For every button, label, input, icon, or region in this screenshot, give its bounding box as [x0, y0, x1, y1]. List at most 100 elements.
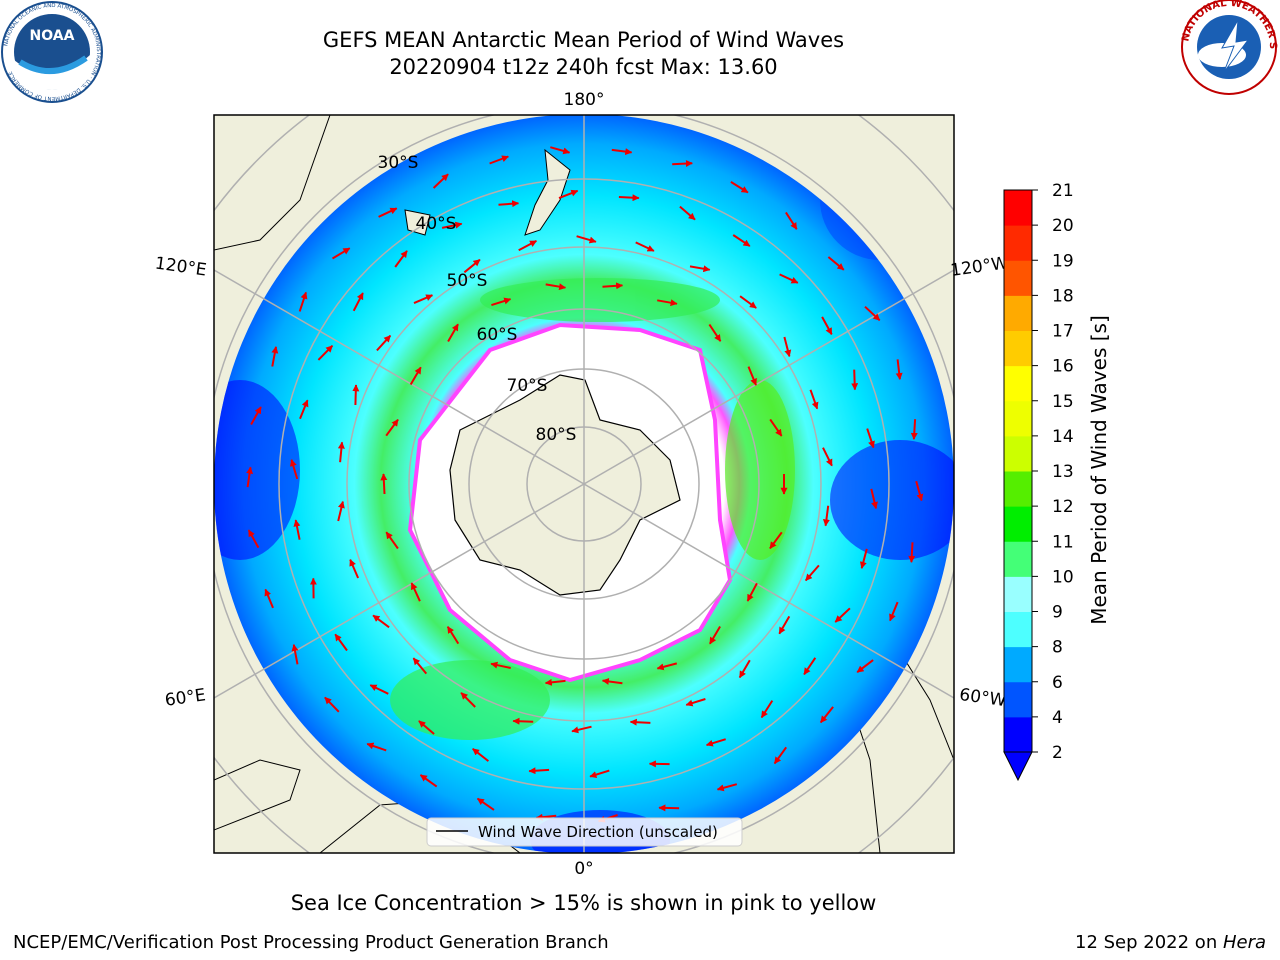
wind-wave-arrow	[410, 582, 421, 602]
wind-wave-arrow	[819, 706, 834, 724]
colorbar-segment	[1004, 330, 1032, 367]
wind-wave-arrow	[246, 466, 254, 488]
colorbar-label: Mean Period of Wind Waves [s]	[1087, 315, 1111, 625]
colorbar: 2 4 6 8 9 10 11 12 13 14 15 16 17 18 19 20 21	[1003, 181, 1074, 782]
wind-wave-arrow	[352, 292, 364, 312]
wind-wave-arrow	[851, 369, 859, 391]
wind-wave-arrow	[760, 700, 774, 719]
wind-wave-arrow	[915, 480, 924, 502]
wind-wave-arrow	[550, 146, 571, 155]
colorbar-segment	[1004, 541, 1032, 577]
lat-label-60s: 60°S	[477, 325, 518, 345]
wind-wave-arrow	[827, 256, 845, 271]
wind-wave-arrow	[498, 200, 520, 208]
wind-wave-arrow	[834, 607, 851, 623]
wind-wave-arrow	[352, 384, 360, 406]
colorbar-segment	[1004, 190, 1032, 226]
wind-wave-arrow	[773, 746, 788, 765]
colorbar-tick-label: 4	[1052, 708, 1063, 728]
wind-wave-arrow	[705, 738, 726, 747]
wind-wave-arrow	[629, 718, 651, 726]
wind-wave-arrows	[246, 146, 924, 823]
wind-wave-arrow	[783, 336, 792, 358]
wind-wave-arrow	[558, 189, 579, 200]
wind-wave-arrow	[271, 346, 279, 367]
wind-wave-arrow	[730, 181, 749, 194]
wind-wave-arrow	[716, 783, 738, 792]
map-legend: Wind Wave Direction (unscaled)	[426, 817, 743, 847]
wind-wave-arrow	[528, 767, 550, 775]
colorbar-tick-label: 10	[1052, 567, 1074, 587]
wind-wave-arrow	[385, 419, 399, 437]
footer-left: NCEP/EMC/Verification Post Processing Pr…	[13, 932, 609, 953]
chart-title: GEFS MEAN Antarctic Mean Period of Wind …	[322, 28, 845, 52]
green-swell-band	[390, 278, 795, 740]
wind-wave-arrow	[821, 316, 833, 336]
wind-wave-arrow	[491, 297, 512, 307]
colorbar-tick-label: 12	[1052, 497, 1074, 517]
noaa-logo-text: NOAA	[30, 28, 75, 44]
wind-wave-arrow	[331, 247, 351, 260]
wind-wave-arrow	[264, 588, 274, 609]
wind-wave-arrow	[446, 626, 460, 645]
wind-wave-arrow	[738, 659, 751, 679]
colorbar-tick-label: 15	[1052, 392, 1074, 412]
wind-wave-arrow	[739, 295, 757, 309]
wind-wave-arrow	[463, 258, 481, 274]
wind-wave-arrow	[476, 797, 495, 811]
colorbar-tick-label: 13	[1052, 462, 1074, 482]
wind-wave-arrow	[334, 633, 348, 652]
wind-wave-arrow	[859, 548, 868, 569]
colorbar-segment	[1004, 225, 1032, 261]
wind-wave-arrow	[602, 282, 624, 290]
colorbar-tick-label: 21	[1052, 181, 1074, 201]
wind-wave-arrow	[656, 662, 678, 671]
wind-wave-arrow	[291, 644, 299, 665]
colorbar-tick-label: 2	[1052, 743, 1063, 763]
legend-label: Wind Wave Direction (unscaled)	[478, 823, 718, 841]
wind-wave-arrow	[822, 447, 833, 467]
footer-date: 12 Sep 2022 on	[1075, 932, 1223, 953]
graticule	[214, 115, 954, 853]
map-frame	[213, 114, 955, 854]
wind-wave-arrow	[864, 305, 881, 322]
wind-wave-arrow	[856, 659, 874, 673]
wind-wave-arrow	[545, 283, 567, 291]
colorbar-segment	[1004, 716, 1032, 753]
wind-wave-arrow	[910, 419, 918, 440]
wind-wave-arrow	[895, 359, 903, 380]
wind-wave-arrow	[432, 173, 449, 189]
wind-wave-arrow	[441, 221, 463, 229]
wind-wave-arrow	[778, 615, 791, 635]
colorbar-extend-min	[1003, 751, 1033, 782]
colorbar-tick-label: 6	[1052, 673, 1063, 693]
colorbar-segment	[1004, 506, 1032, 542]
colorbar-segment	[1004, 365, 1032, 402]
wind-wave-arrow	[317, 344, 334, 361]
wind-wave-arrow	[366, 742, 387, 752]
colorbar-tick-label: 20	[1052, 216, 1074, 236]
wind-wave-arrow	[250, 406, 262, 425]
wind-wave-arrow	[804, 564, 820, 582]
colorbar-tick-label: 19	[1052, 251, 1074, 271]
wind-wave-arrow	[618, 194, 640, 202]
wind-wave-arrow	[635, 241, 655, 252]
colorbar-tick-label: 11	[1052, 532, 1074, 552]
wind-wave-arrow	[385, 531, 399, 550]
wind-wave-arrow	[870, 488, 878, 510]
wind-wave-arrow	[409, 366, 422, 386]
colorbar-tick-label: 14	[1052, 427, 1074, 447]
wind-wave-arrow	[418, 720, 435, 735]
footer-right: 12 Sep 2022 on Hera	[1075, 932, 1266, 953]
colorbar-segment	[1004, 471, 1032, 507]
colorbar-tick-label: 18	[1052, 286, 1074, 306]
colorbar-segment	[1004, 435, 1032, 472]
lat-label-70s: 70°S	[507, 376, 548, 396]
wind-wave-arrow	[472, 748, 490, 762]
colorbar-tick-label: 8	[1052, 638, 1063, 658]
wind-wave-arrow	[489, 155, 509, 165]
wind-wave-arrow	[518, 240, 538, 252]
wind-wave-arrow	[747, 366, 757, 386]
wind-wave-arrow	[413, 294, 434, 305]
